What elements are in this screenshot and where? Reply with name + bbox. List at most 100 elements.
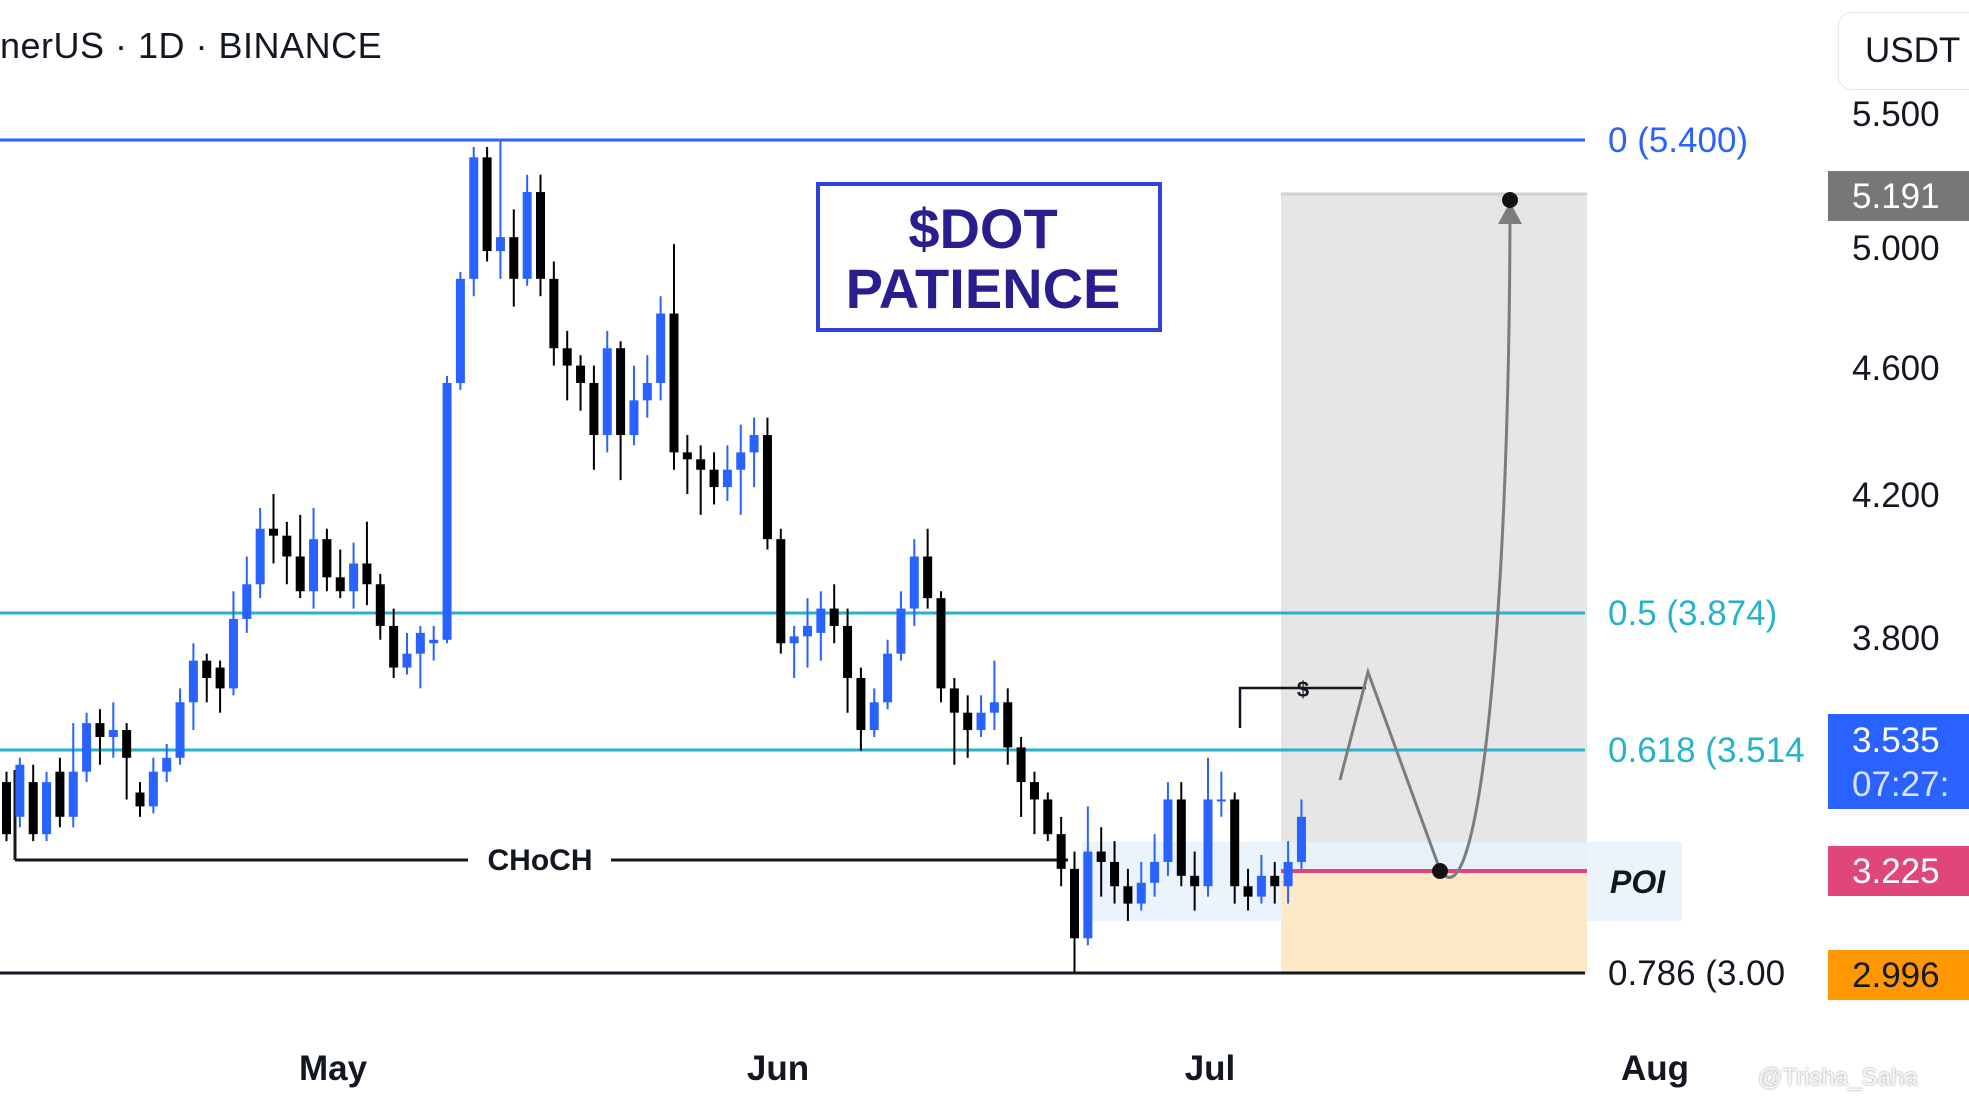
candle-body [1083,851,1093,939]
candle-body [1096,851,1106,862]
candle-body [669,313,679,453]
title-box [816,182,1162,332]
candle-body [175,702,185,758]
y-tick-4600: 4.600 [1852,349,1940,388]
candle-body [122,730,132,758]
candle-body [2,782,11,835]
candle-body [202,660,212,678]
candle-body [883,653,893,703]
y-tick-4200: 4.200 [1852,476,1940,515]
candle-body [322,539,332,578]
currency-button[interactable]: USDT [1838,12,1969,90]
candle-body [1003,702,1013,748]
candle-body [843,625,853,678]
candle-body [1296,816,1306,862]
candle-body [55,771,65,817]
candle-body [1203,799,1213,887]
candle-body [1256,875,1266,897]
candle-body [295,556,305,592]
candle-body [282,535,292,557]
candle-body [1270,875,1280,887]
tag-5191: 5.191 [1852,177,1940,216]
y-tick-5500: 5.500 [1852,95,1940,134]
title-line2: PATIENCE [846,257,1121,320]
title-line1: $DOT [908,197,1057,260]
candle-body [629,400,639,436]
candle-body [375,584,385,626]
candle-body [455,278,465,383]
x-tick-may: May [299,1049,368,1088]
candle-body [269,528,278,536]
candle-body [28,782,38,835]
candle-body [1056,834,1066,869]
candle-body [776,539,786,644]
x-tick-jul: Jul [1185,1049,1236,1088]
candle-body [696,459,706,470]
candle-body [762,435,772,540]
candle-body [469,157,479,279]
candle-body [963,712,973,731]
candle-body [349,563,359,592]
candle-body [1029,782,1039,800]
candle-body [1163,799,1173,862]
candle-body [95,723,105,737]
symbol-header[interactable]: nerUS · 1D · BINANCE [0,25,383,66]
candle-body [242,584,252,619]
candle-body [442,382,452,640]
candle-body [509,237,519,279]
fib-0-label: 0 (5.400) [1608,121,1748,160]
projection-path [1338,666,1442,871]
candle-body [642,382,652,401]
candle-body [1243,886,1253,897]
candle-body [949,688,959,713]
candle-body [682,452,692,460]
choch-label: CHoCH [488,844,593,877]
candle-body [549,278,559,349]
tag-2996: 2.996 [1852,956,1940,995]
candle-body [15,764,25,817]
candle-body [82,723,92,772]
candle-body [1070,868,1079,939]
candle-body [148,771,158,807]
candle-body [1136,882,1146,904]
candle-body [335,577,345,592]
candle-body [215,667,225,689]
candle-body [309,539,319,592]
candle-body [896,608,906,654]
tag-2996-bg [1828,950,1969,1000]
candle-body [1016,747,1026,783]
candle-body [856,677,866,731]
candle-body [803,625,812,637]
candle-body [749,435,759,453]
candle-body [429,639,439,644]
fib-0786-label: 0.786 (3.00 [1608,954,1785,993]
entry-dot [1432,863,1448,879]
candle-body [135,792,145,807]
tag-3225: 3.225 [1852,852,1940,891]
candle-body [415,632,425,654]
candle-body [1190,875,1200,887]
tag-3225-bg [1828,846,1969,896]
candle-body [616,348,626,436]
x-tick-jun: Jun [747,1049,809,1088]
candle-body [989,702,999,713]
candle-body [1123,886,1133,904]
candle-body [1216,799,1226,802]
candle-body [589,382,599,436]
candle-body [816,608,826,633]
liquidity-line [1238,686,1366,728]
projection-curve [1438,199,1512,879]
fib-05-label: 0.5 (3.874) [1608,594,1777,633]
candle-body [976,712,986,731]
candle-body [482,157,492,252]
y-tick-3800: 3.800 [1852,619,1940,658]
candle-body [495,237,505,252]
candle-body [42,782,52,835]
candle-body [602,348,612,436]
candle-body [188,660,198,703]
x-tick-aug: Aug [1621,1049,1689,1088]
candle-body [736,452,746,470]
liquidity-label: $ [1297,677,1309,702]
candle-body [709,469,719,488]
